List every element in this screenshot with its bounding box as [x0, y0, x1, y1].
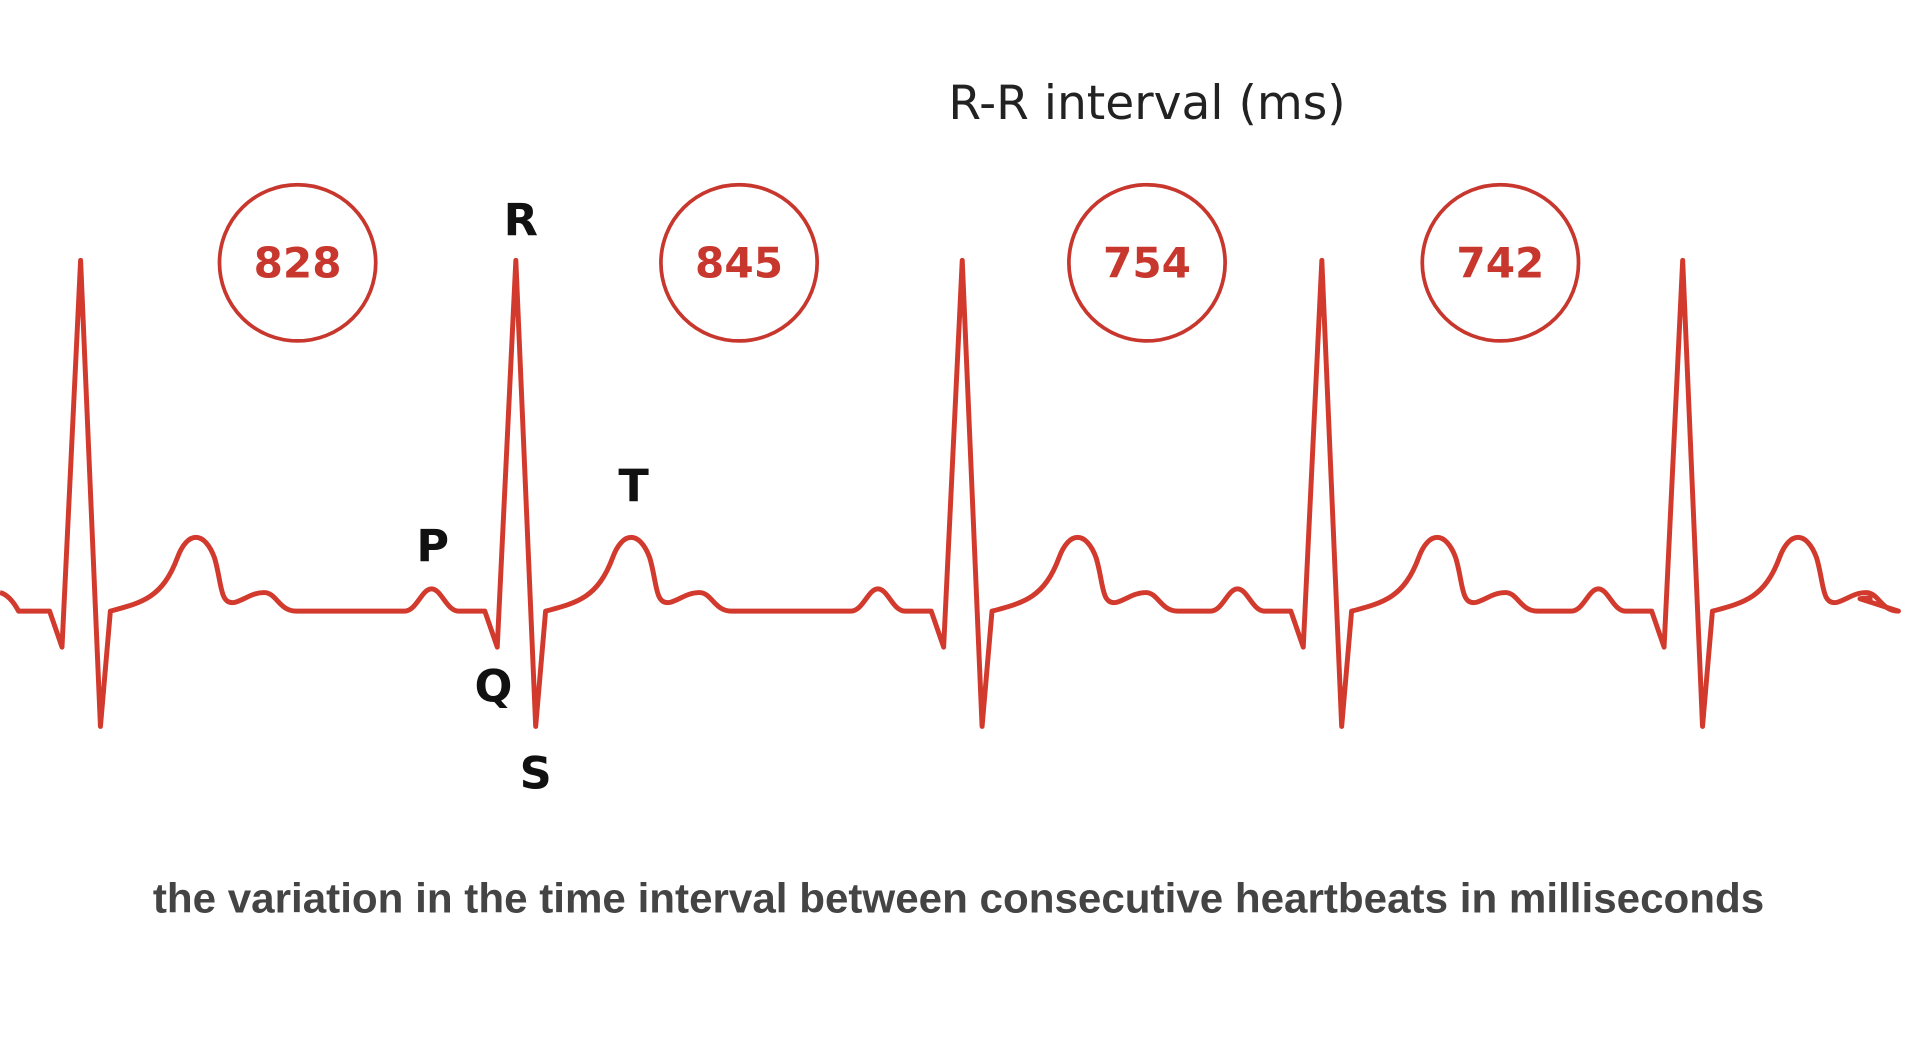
rr-interval-value: 845 — [695, 239, 783, 288]
rr-interval-value: 828 — [254, 239, 342, 288]
rr-interval-circle — [217, 182, 378, 343]
label-s: S — [520, 747, 552, 799]
ecg-trace — [0, 257, 1901, 729]
label-t: T — [618, 460, 649, 512]
chart-title: R-R interval (ms) — [948, 76, 1345, 131]
rr-interval-value: 754 — [1103, 239, 1191, 288]
label-p: P — [416, 521, 449, 573]
label-r: R — [504, 195, 538, 247]
rr-interval-value: 742 — [1456, 239, 1544, 288]
label-q: Q — [475, 661, 513, 713]
rr-interval-circle — [659, 182, 820, 343]
rr-interval-circle — [1420, 182, 1581, 343]
rr-interval-circle — [1067, 182, 1227, 343]
caption: the variation in the time interval betwe… — [153, 874, 1764, 921]
